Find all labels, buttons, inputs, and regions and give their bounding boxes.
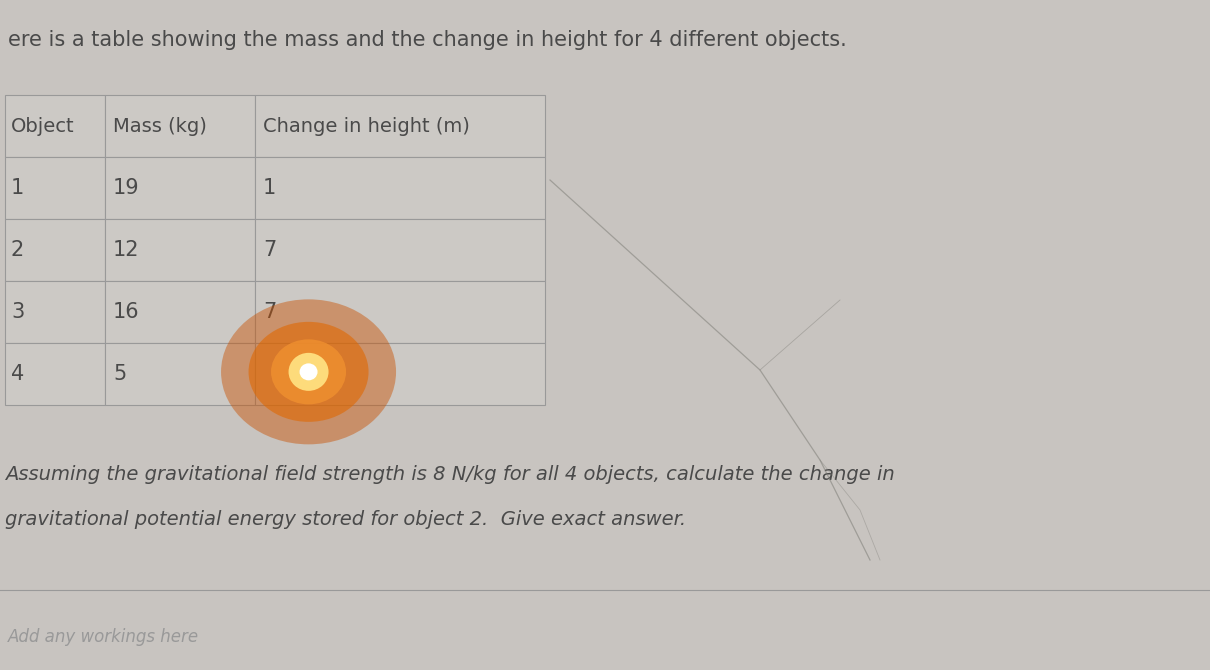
Text: 4: 4 <box>11 364 24 384</box>
Text: 3: 3 <box>11 302 24 322</box>
Text: 7: 7 <box>263 240 276 260</box>
Text: Change in height (m): Change in height (m) <box>263 117 469 135</box>
Bar <box>5 281 105 343</box>
Ellipse shape <box>288 353 329 391</box>
Text: 12: 12 <box>113 240 139 260</box>
Ellipse shape <box>221 299 396 444</box>
Text: Assuming the gravitational field strength is 8 N/kg for all 4 objects, calculate: Assuming the gravitational field strengt… <box>5 465 894 484</box>
Text: 1: 1 <box>263 178 276 198</box>
Bar <box>5 343 105 405</box>
Bar <box>105 95 255 157</box>
Bar <box>255 95 544 157</box>
Text: 1: 1 <box>11 178 24 198</box>
Bar <box>105 219 255 281</box>
Bar <box>5 95 105 157</box>
Bar <box>5 157 105 219</box>
Ellipse shape <box>300 363 317 381</box>
Bar <box>5 219 105 281</box>
Text: 19: 19 <box>113 178 139 198</box>
Text: Object: Object <box>11 117 75 135</box>
Bar <box>255 343 544 405</box>
Text: Mass (kg): Mass (kg) <box>113 117 207 135</box>
Bar <box>105 343 255 405</box>
Ellipse shape <box>271 339 346 405</box>
Text: ere is a table showing the mass and the change in height for 4 different objects: ere is a table showing the mass and the … <box>8 30 847 50</box>
Bar <box>255 281 544 343</box>
Text: 16: 16 <box>113 302 139 322</box>
Bar <box>255 157 544 219</box>
Bar <box>105 157 255 219</box>
Text: Add any workings here: Add any workings here <box>8 628 200 646</box>
Bar <box>255 219 544 281</box>
Text: gravitational potential energy stored for object 2.  Give exact answer.: gravitational potential energy stored fo… <box>5 510 686 529</box>
Text: 2: 2 <box>11 240 24 260</box>
Text: 7: 7 <box>263 302 276 322</box>
Bar <box>105 281 255 343</box>
Ellipse shape <box>248 322 369 422</box>
Text: 5: 5 <box>113 364 126 384</box>
